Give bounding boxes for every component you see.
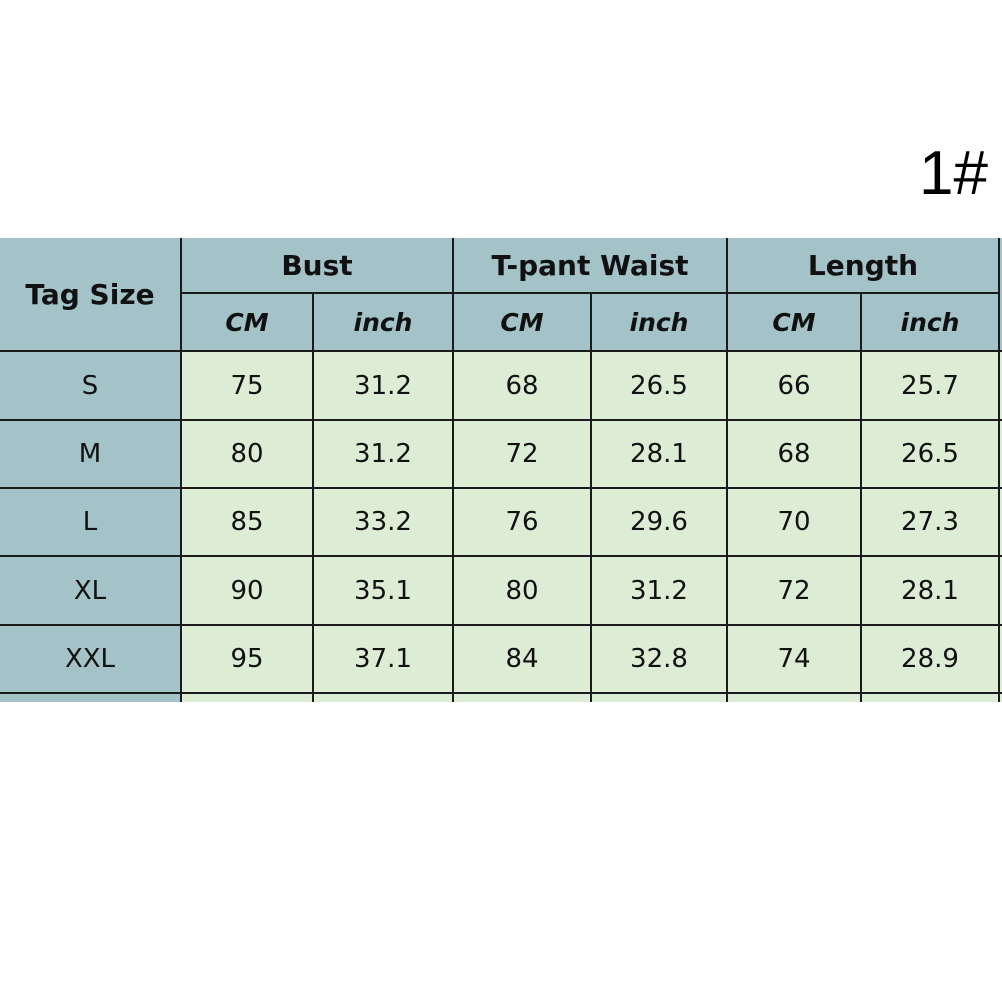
value-cell: 25.7	[862, 352, 1000, 421]
value-cell: 66	[728, 352, 862, 421]
value-cell	[454, 694, 592, 702]
value-cell	[728, 694, 862, 702]
chart-number-label: 1#	[919, 139, 988, 208]
size-table: Tag Size Bust T-pant Waist Length CM inch CM in…	[0, 238, 1002, 702]
unit-header: CM	[182, 294, 314, 352]
value-cell: 90	[182, 557, 314, 626]
group-header: Bust	[182, 238, 454, 294]
group-header: Length	[728, 238, 1000, 294]
value-cell: 74	[728, 626, 862, 694]
value-cell: 27.3	[862, 489, 1000, 557]
value-cell: 68	[454, 352, 592, 421]
value-cell	[314, 694, 454, 702]
value-cell	[182, 694, 314, 702]
unit-header: inch	[862, 294, 1000, 352]
size-cell: XL	[0, 557, 182, 626]
header-cell	[1000, 238, 1002, 352]
group-header: T-pant Waist	[454, 238, 728, 294]
size-cell	[0, 694, 182, 702]
value-cell: 33.2	[314, 489, 454, 557]
value-cell: 37.1	[314, 626, 454, 694]
unit-header: inch	[592, 294, 728, 352]
value-cell: 76	[454, 489, 592, 557]
value-cell	[862, 694, 1000, 702]
value-cell: 31.2	[592, 557, 728, 626]
value-cell	[1000, 626, 1002, 694]
value-cell: 28.1	[862, 557, 1000, 626]
value-cell: 26.5	[592, 352, 728, 421]
value-cell: 31.2	[314, 421, 454, 489]
value-cell: 75	[182, 352, 314, 421]
value-cell: 29.6	[592, 489, 728, 557]
value-cell: 72	[728, 557, 862, 626]
value-cell: 84	[454, 626, 592, 694]
value-cell: 31.2	[314, 352, 454, 421]
value-cell: 80	[454, 557, 592, 626]
value-cell: 35.1	[314, 557, 454, 626]
value-cell	[1000, 489, 1002, 557]
size-cell: XXL	[0, 626, 182, 694]
value-cell: 80	[182, 421, 314, 489]
value-cell	[592, 694, 728, 702]
value-cell	[1000, 557, 1002, 626]
value-cell: 85	[182, 489, 314, 557]
value-cell: 95	[182, 626, 314, 694]
value-cell	[1000, 694, 1002, 702]
value-cell: 28.1	[592, 421, 728, 489]
unit-header: inch	[314, 294, 454, 352]
size-cell: L	[0, 489, 182, 557]
value-cell: 72	[454, 421, 592, 489]
value-cell: 32.8	[592, 626, 728, 694]
value-cell: 28.9	[862, 626, 1000, 694]
value-cell: 26.5	[862, 421, 1000, 489]
unit-header: CM	[728, 294, 862, 352]
size-cell: S	[0, 352, 182, 421]
tag-size-header: Tag Size	[0, 238, 182, 352]
unit-header: CM	[454, 294, 592, 352]
value-cell	[1000, 352, 1002, 421]
value-cell	[1000, 421, 1002, 489]
value-cell: 68	[728, 421, 862, 489]
value-cell: 70	[728, 489, 862, 557]
size-cell: M	[0, 421, 182, 489]
